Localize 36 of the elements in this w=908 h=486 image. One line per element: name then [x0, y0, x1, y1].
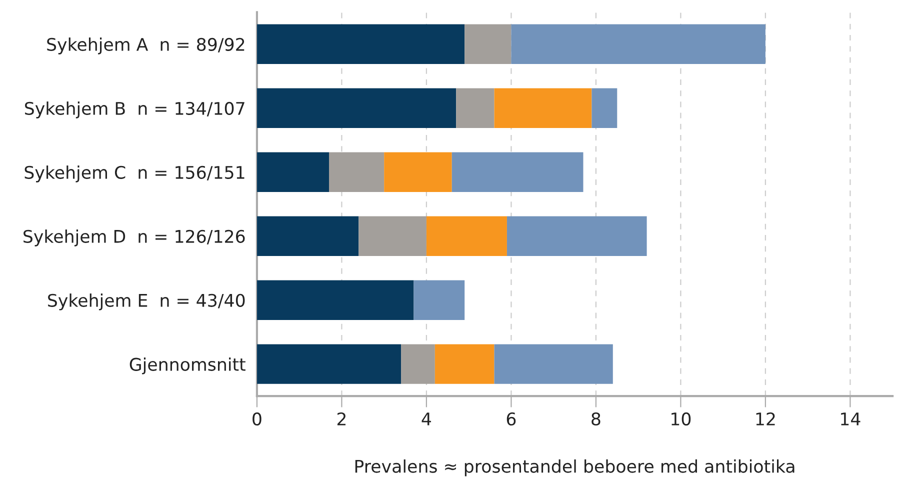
bar: [452, 152, 584, 192]
bar: [358, 216, 426, 256]
bar: [456, 88, 494, 128]
bar: [256, 88, 456, 128]
y-tick-label: Gjennomsnitt: [130, 358, 246, 374]
bar: [256, 24, 465, 64]
y-tick-label: Sykehjem D n = 126/126: [24, 230, 245, 246]
x-tick-label: 12: [756, 412, 775, 426]
bar: [426, 216, 507, 256]
bar: [494, 344, 613, 384]
bar: [494, 88, 592, 128]
bar: [256, 216, 359, 256]
x-tick-label: 6: [506, 412, 516, 426]
x-tick-label: 2: [337, 412, 346, 426]
x-tick-label: 14: [841, 412, 860, 426]
bar: [414, 280, 465, 320]
bar: [511, 24, 766, 64]
bar: [256, 152, 329, 192]
bar: [256, 344, 402, 384]
x-tick-label: 4: [422, 412, 432, 426]
bar: [464, 24, 512, 64]
y-tick-label: Sykehjem A n = 89/92: [47, 38, 244, 54]
x-tick-label: 8: [592, 412, 600, 426]
x-tick-label: 10: [672, 412, 691, 426]
bar: [506, 216, 647, 256]
y-tick-label: Sykehjem C n = 156/151: [24, 166, 244, 182]
y-tick-label: Sykehjem E n = 43/40: [48, 294, 245, 310]
bar: [384, 152, 452, 192]
x-tick-label: 0: [252, 412, 262, 426]
bar: [592, 88, 618, 128]
y-tick-label: Sykehjem B n = 134/107: [25, 102, 244, 118]
x-axis-title: Prevalens ≈ prosentandel beboere med antibiotika: [355, 459, 794, 476]
bar: [434, 344, 494, 384]
bar: [256, 280, 414, 320]
bar: [401, 344, 435, 384]
bar: [329, 152, 384, 192]
